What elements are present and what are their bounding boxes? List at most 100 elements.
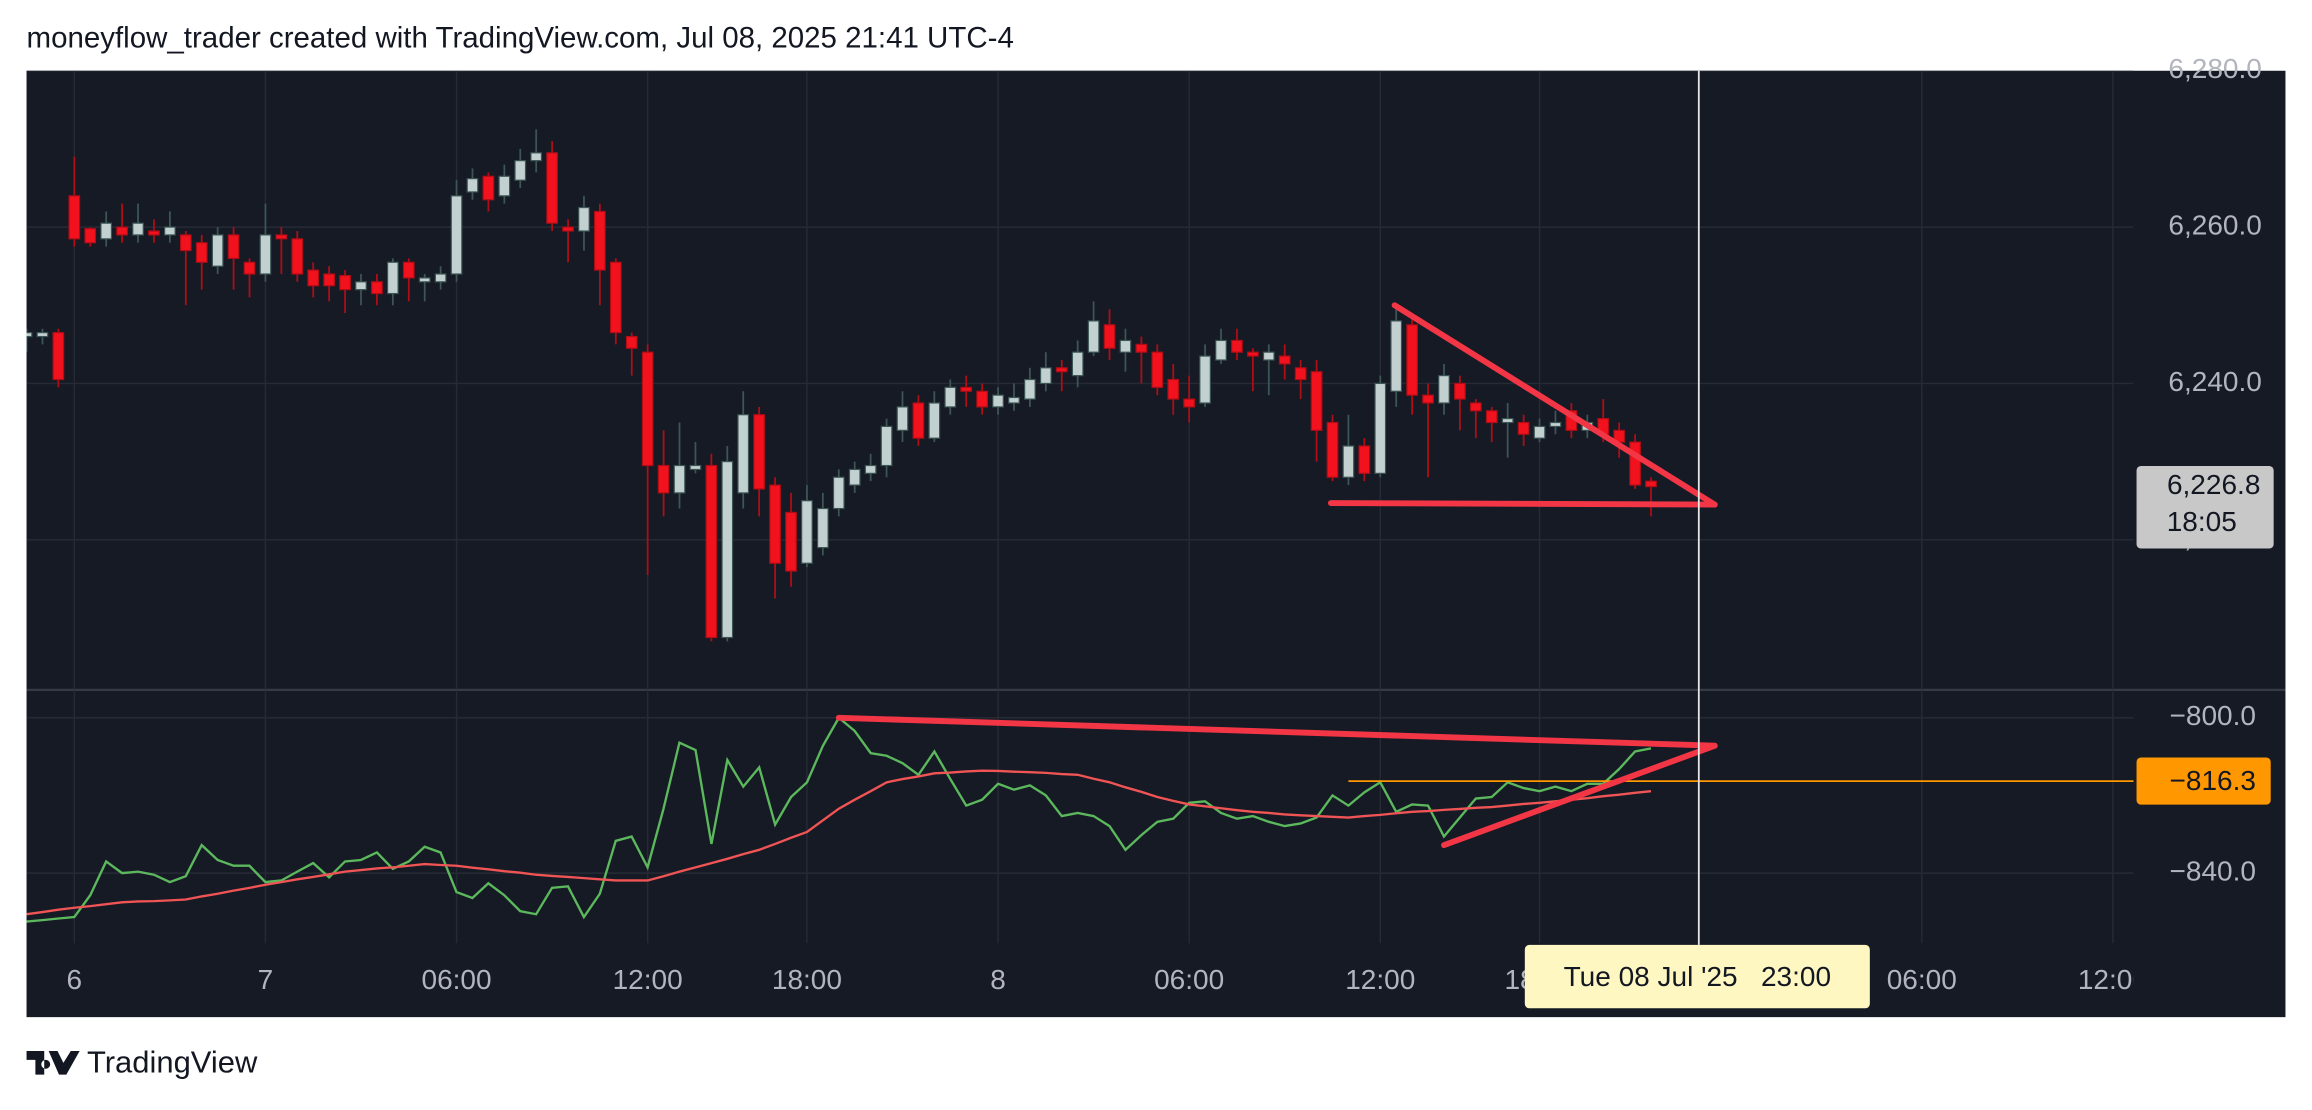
candle-body <box>68 195 81 240</box>
candle-body <box>753 414 765 490</box>
x-tick-label: 06:00 <box>422 964 492 995</box>
candle-body <box>339 274 351 291</box>
candle-body <box>578 206 590 232</box>
candle-body <box>1326 421 1339 478</box>
y-tick-label: −840.0 <box>2170 856 2256 887</box>
candle-body <box>1262 351 1275 361</box>
crosshair-time-label: Tue 08 Jul '25 23:00 <box>1564 961 1831 992</box>
trend-line <box>1441 742 1718 849</box>
candle-body <box>259 234 272 275</box>
candle-body <box>1055 367 1068 373</box>
candle-body <box>928 402 941 439</box>
header-title: moneyflow_trader created with TradingVie… <box>27 22 1014 55</box>
candle-body <box>243 261 256 275</box>
candle-body <box>737 414 750 494</box>
candle-body <box>482 175 495 201</box>
candle-body <box>307 269 320 287</box>
candle-body <box>195 242 208 263</box>
footer-logo <box>26 1051 80 1075</box>
candle-body <box>641 351 654 467</box>
candle-body <box>1485 410 1498 424</box>
candle-body <box>1087 320 1100 353</box>
candle-body <box>275 234 288 240</box>
candle-body <box>880 425 893 467</box>
candle-body <box>896 406 909 431</box>
candle-body <box>546 152 558 224</box>
candle-body <box>132 222 144 236</box>
candle-body <box>36 332 49 338</box>
candle-body <box>371 281 383 295</box>
x-tick-label: 18:00 <box>772 964 842 995</box>
last-price-box <box>2136 465 2274 549</box>
candle-body <box>801 500 813 564</box>
indicator-line <box>26 769 1652 916</box>
candle-body <box>817 507 829 549</box>
candle-body <box>402 261 415 279</box>
candle-body <box>594 210 606 271</box>
candle-body <box>1278 355 1291 365</box>
candle-body <box>211 234 224 267</box>
candle-body <box>609 261 622 334</box>
candle-body <box>355 281 367 291</box>
candle-body <box>514 160 527 181</box>
candle-body <box>1039 367 1052 385</box>
candle-body <box>1533 425 1546 439</box>
x-tick-label: 12:00 <box>1345 964 1415 995</box>
candle-body <box>418 277 431 283</box>
x-tick-label: 7 <box>258 964 274 995</box>
candle-body <box>673 464 686 494</box>
x-tick-label: 06:00 <box>1154 964 1224 995</box>
candle-body <box>52 332 65 381</box>
logo-mark <box>26 1051 80 1075</box>
candle-body <box>1071 351 1084 377</box>
x-tick-label: 8 <box>990 964 1006 995</box>
indicator-value-box <box>2136 757 2271 805</box>
candle-body <box>721 461 734 639</box>
candle-body <box>1422 394 1434 404</box>
candle-body <box>1119 339 1132 353</box>
crosshair-time-box <box>1524 944 1870 1009</box>
candle-body <box>1454 382 1466 400</box>
candle-body <box>100 222 113 240</box>
candle-body <box>323 273 335 287</box>
candle-body <box>944 386 957 408</box>
candle-body <box>705 464 718 639</box>
candle-body <box>1247 351 1259 357</box>
trend-line <box>835 714 1718 749</box>
candle-body <box>26 332 33 338</box>
candle-body <box>1008 396 1020 404</box>
candle-body <box>498 175 511 197</box>
candle-body <box>1629 441 1641 486</box>
candle-body <box>466 178 479 193</box>
candle-body <box>148 230 160 236</box>
x-tick-label: 06:00 <box>1887 964 1957 995</box>
candle-body <box>164 226 176 236</box>
candle-body <box>434 273 447 283</box>
candle-body <box>689 464 702 471</box>
candle-body <box>1199 355 1211 404</box>
candle-body <box>960 386 973 392</box>
candle-body <box>657 464 670 494</box>
candle-body <box>227 234 240 259</box>
candle-body <box>976 390 988 408</box>
candle-body <box>1358 445 1371 474</box>
candle-body <box>1135 343 1148 353</box>
candle-body <box>1406 324 1418 396</box>
y-tick-label: 6,260.0 <box>2168 210 2261 241</box>
candle-body <box>785 511 797 572</box>
x-tick-label: 12:00 <box>2078 964 2148 995</box>
candle-body <box>769 484 781 564</box>
last-price-label: 6,226.8 <box>2167 469 2260 500</box>
candle-body <box>864 464 877 474</box>
time-axis: 6706:0012:0018:00806:0012:0018:0006:0012… <box>67 964 2148 995</box>
chart-area <box>26 70 2286 1018</box>
overlay: Tue 08 Jul '25 23:00 <box>835 70 1870 1009</box>
x-tick-label: 12:00 <box>613 964 683 995</box>
candle-body <box>116 226 128 236</box>
candle-body <box>1215 339 1227 361</box>
candle-body <box>625 335 638 349</box>
candle-body <box>1231 339 1243 353</box>
candle-body <box>1390 320 1403 392</box>
